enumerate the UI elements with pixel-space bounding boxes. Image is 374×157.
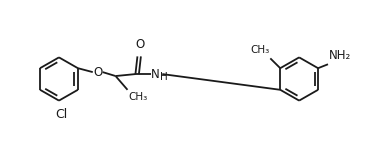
Text: O: O	[93, 66, 102, 79]
Text: O: O	[136, 38, 145, 51]
Text: N: N	[151, 68, 160, 81]
Text: NH₂: NH₂	[329, 49, 351, 62]
Text: Cl: Cl	[55, 108, 67, 122]
Text: CH₃: CH₃	[129, 92, 148, 102]
Text: CH₃: CH₃	[250, 45, 269, 55]
Text: H: H	[160, 72, 168, 82]
